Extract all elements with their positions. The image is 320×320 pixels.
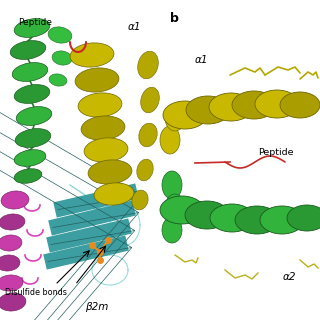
Text: α1: α1 xyxy=(128,22,141,32)
Ellipse shape xyxy=(1,191,29,209)
Ellipse shape xyxy=(0,235,22,251)
Text: Peptide: Peptide xyxy=(258,148,293,157)
Ellipse shape xyxy=(139,123,157,147)
Ellipse shape xyxy=(132,190,148,210)
Ellipse shape xyxy=(88,160,132,184)
Ellipse shape xyxy=(0,214,25,230)
Ellipse shape xyxy=(0,255,20,271)
Text: Peptide: Peptide xyxy=(18,18,52,27)
Ellipse shape xyxy=(0,275,23,291)
Ellipse shape xyxy=(162,217,182,243)
Ellipse shape xyxy=(10,41,46,60)
Text: α1: α1 xyxy=(195,55,209,65)
Ellipse shape xyxy=(235,206,279,234)
Ellipse shape xyxy=(280,92,320,118)
Ellipse shape xyxy=(287,205,320,231)
Ellipse shape xyxy=(14,19,50,37)
Text: α2: α2 xyxy=(283,272,297,282)
Ellipse shape xyxy=(162,171,182,199)
Ellipse shape xyxy=(14,84,50,103)
Ellipse shape xyxy=(70,43,114,67)
Text: b: b xyxy=(170,12,179,25)
Ellipse shape xyxy=(52,51,72,65)
Ellipse shape xyxy=(16,107,52,125)
Ellipse shape xyxy=(14,169,42,183)
Ellipse shape xyxy=(84,138,128,162)
Ellipse shape xyxy=(141,87,159,113)
Ellipse shape xyxy=(75,68,119,92)
Ellipse shape xyxy=(0,293,26,311)
Ellipse shape xyxy=(81,116,125,140)
Ellipse shape xyxy=(260,206,304,234)
Ellipse shape xyxy=(15,129,51,148)
Ellipse shape xyxy=(160,126,180,154)
Text: Disulfide bonds: Disulfide bonds xyxy=(5,288,67,297)
Ellipse shape xyxy=(137,159,153,181)
Text: β2m: β2m xyxy=(85,302,108,312)
Ellipse shape xyxy=(12,63,48,81)
Ellipse shape xyxy=(94,183,134,205)
Ellipse shape xyxy=(165,105,185,131)
Ellipse shape xyxy=(163,101,207,129)
Ellipse shape xyxy=(209,93,253,121)
Ellipse shape xyxy=(185,201,229,229)
Bar xyxy=(160,0,320,320)
Ellipse shape xyxy=(165,194,185,222)
Ellipse shape xyxy=(210,204,254,232)
Ellipse shape xyxy=(160,196,204,224)
Ellipse shape xyxy=(138,51,158,79)
Ellipse shape xyxy=(255,90,299,118)
Ellipse shape xyxy=(14,150,46,166)
Ellipse shape xyxy=(186,96,230,124)
Ellipse shape xyxy=(78,93,122,117)
Ellipse shape xyxy=(48,27,72,43)
Ellipse shape xyxy=(232,91,276,119)
Ellipse shape xyxy=(49,74,67,86)
